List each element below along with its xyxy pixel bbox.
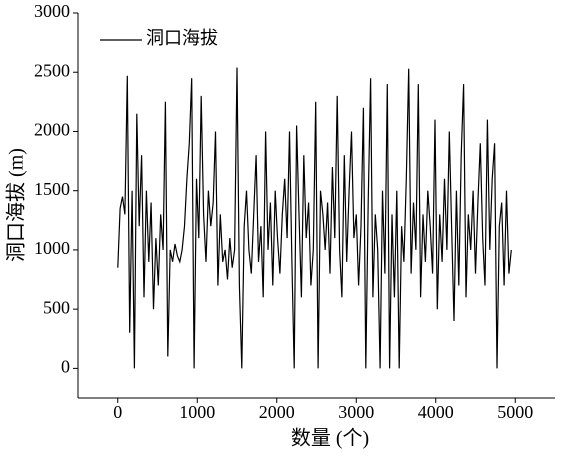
x-tick-label: 4000 [418,402,454,422]
y-axis-label: 洞口海拔 (m) [5,148,28,262]
legend-label: 洞口海拔 [146,28,218,48]
y-tick-label: 1000 [34,238,70,258]
x-axis-label: 数量 (个) [291,427,369,450]
x-tick-label: 5000 [497,402,533,422]
y-tick-label: 3000 [34,1,70,21]
y-tick-label: 0 [61,357,70,377]
x-tick-label: 3000 [338,402,374,422]
y-tick-label: 1500 [34,179,70,199]
y-tick-label: 2500 [34,60,70,80]
x-tick-label: 1000 [179,402,215,422]
y-tick-label: 2000 [34,120,70,140]
y-tick-label: 500 [43,297,70,317]
x-tick-label: 0 [113,402,122,422]
data-line [117,67,512,369]
x-tick-label: 2000 [259,402,295,422]
